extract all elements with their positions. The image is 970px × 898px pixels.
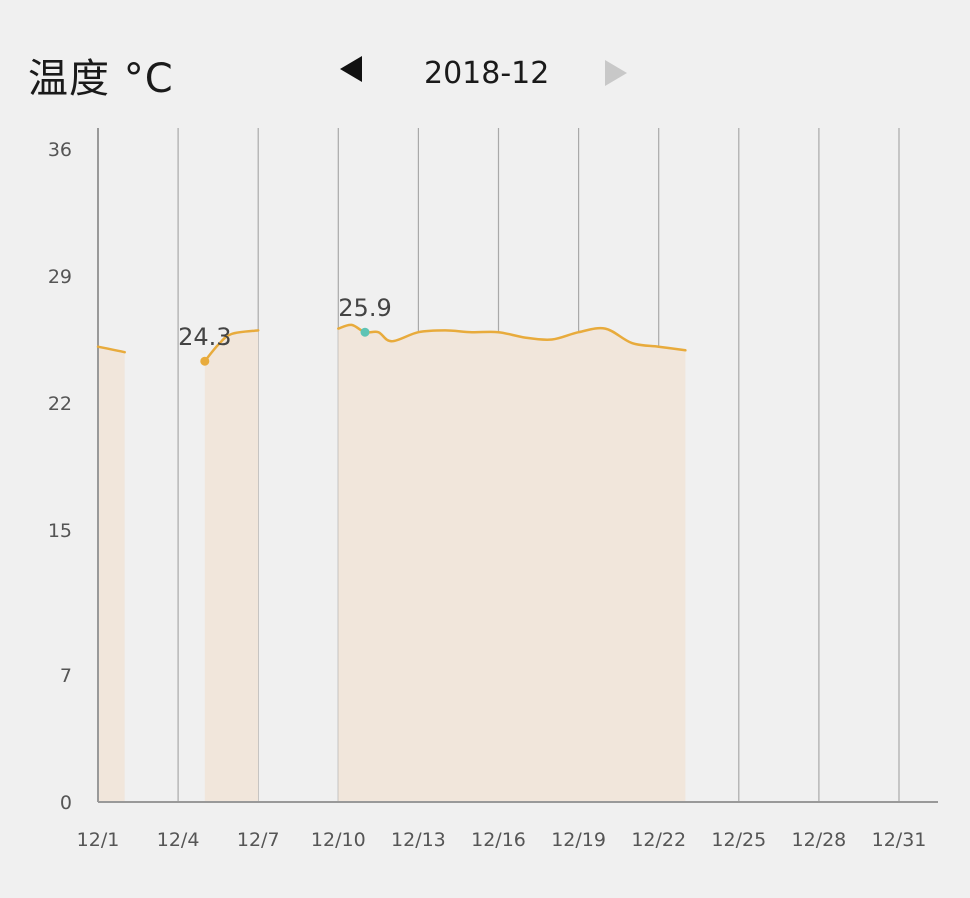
triangle-left-icon[interactable] xyxy=(340,56,362,82)
min-marker xyxy=(200,356,210,366)
x-tick-label: 12/31 xyxy=(872,829,927,851)
month-label: 2018-12 xyxy=(424,56,550,91)
x-tick-label: 12/19 xyxy=(551,829,606,851)
max-marker xyxy=(360,327,370,337)
area-fill xyxy=(98,346,125,802)
triangle-right-icon[interactable] xyxy=(605,60,627,86)
y-tick-label: 7 xyxy=(60,665,72,687)
x-tick-label: 12/7 xyxy=(237,829,280,851)
series-line xyxy=(203,329,260,363)
y-tick-label: 15 xyxy=(48,520,72,542)
y-tick-label: 22 xyxy=(48,393,72,415)
x-tick-label: 12/25 xyxy=(711,829,766,851)
max-label: 25.9 xyxy=(338,294,391,322)
markers: 24.3 25.9 xyxy=(178,294,392,366)
tick-labels: 0 7 15 22 29 36 12/1 12/4 12/7 12/10 12/13 12/16 12/… xyxy=(48,139,927,851)
series-lines xyxy=(96,323,687,363)
x-tick-label: 12/4 xyxy=(157,829,200,851)
y-tick-label: 29 xyxy=(48,266,72,288)
series-line xyxy=(337,323,687,352)
y-tick-label: 0 xyxy=(60,792,72,814)
x-tick-label: 12/13 xyxy=(391,829,446,851)
x-tick-label: 12/22 xyxy=(631,829,686,851)
area-fill xyxy=(338,324,686,802)
chart-title: 温度 °C xyxy=(28,56,174,102)
series-line xyxy=(96,345,126,354)
y-tick-label: 36 xyxy=(48,139,72,161)
area-fills xyxy=(98,324,686,802)
axes xyxy=(97,128,938,803)
area-fill xyxy=(204,330,259,802)
x-tick-label: 12/10 xyxy=(311,829,366,851)
x-tick-label: 12/1 xyxy=(77,829,120,851)
x-tick-label: 12/28 xyxy=(792,829,847,851)
min-label: 24.3 xyxy=(178,323,231,351)
x-tick-label: 12/16 xyxy=(471,829,526,851)
